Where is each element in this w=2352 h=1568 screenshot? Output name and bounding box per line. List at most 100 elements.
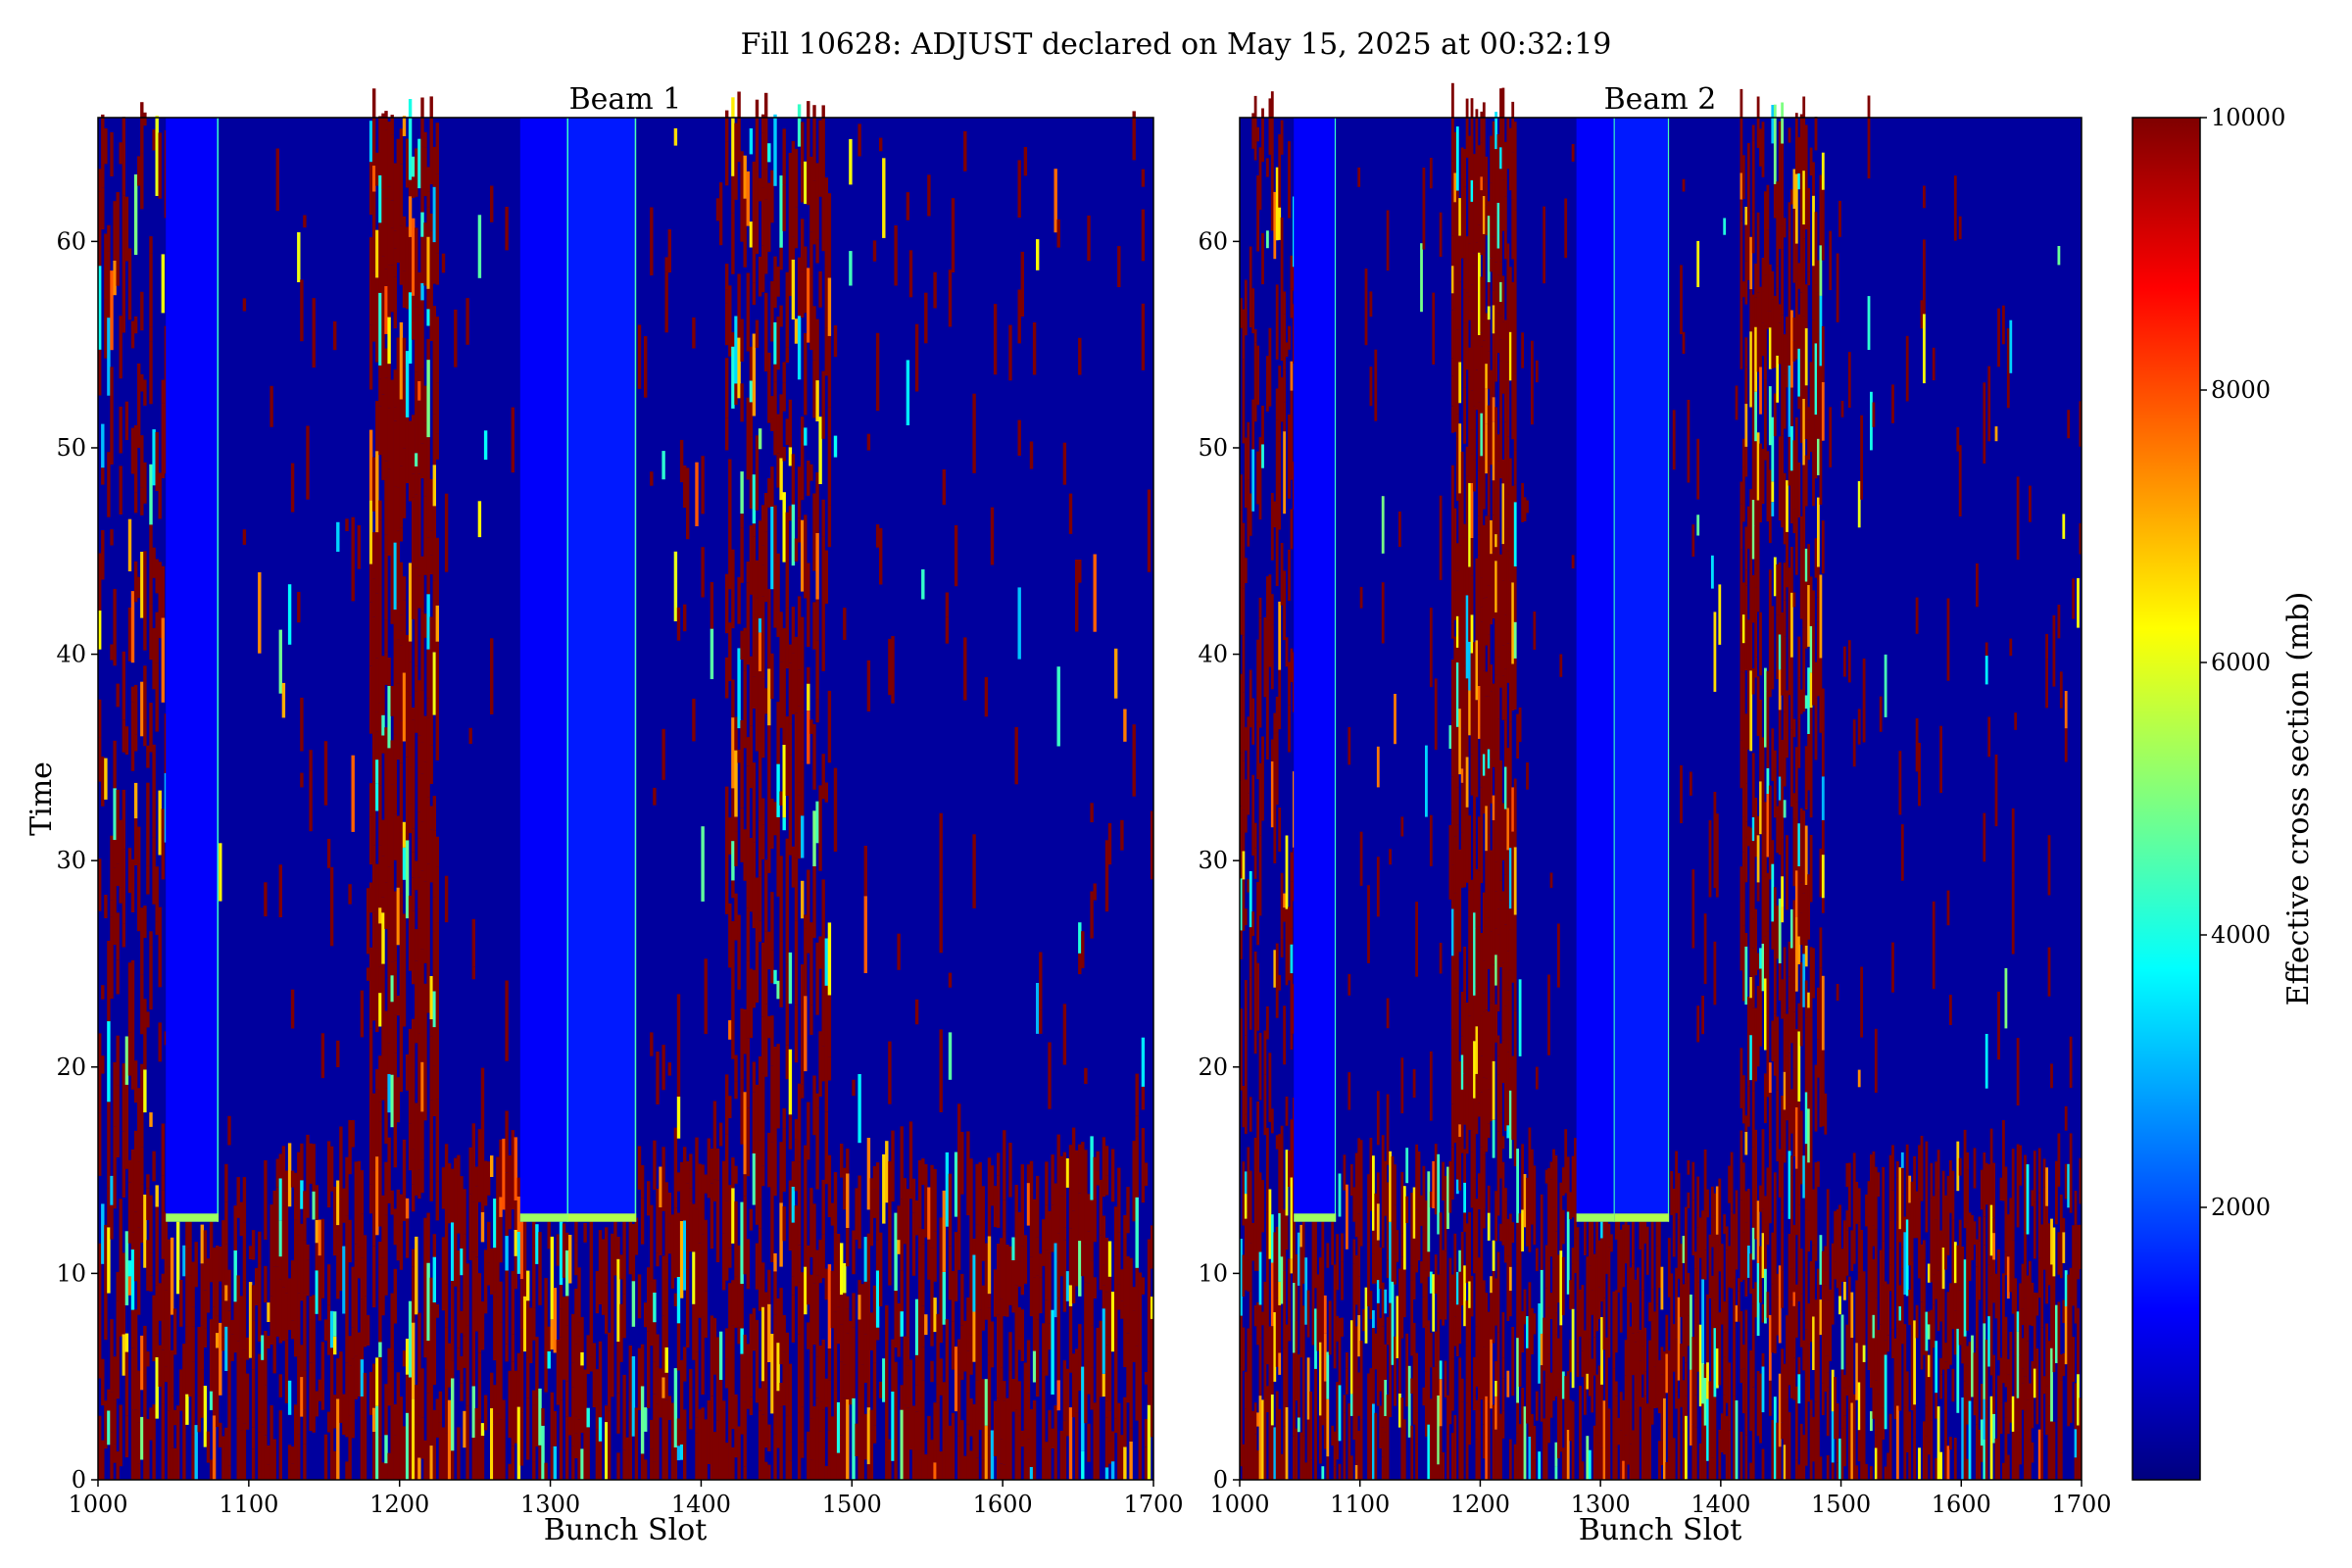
heatmap-cell: [1807, 1344, 1810, 1402]
heatmap-cell: [1807, 770, 1810, 791]
heatmap-cell: [423, 826, 427, 882]
heatmap-cell: [1516, 1433, 1519, 1480]
heatmap-cell: [1427, 1402, 1431, 1425]
heatmap-cell: [375, 532, 379, 593]
heatmap-cell: [866, 1464, 871, 1480]
heatmap-cell: [203, 1386, 208, 1447]
heatmap-cell: [1506, 904, 1510, 952]
heatmap-cell: [1458, 545, 1462, 628]
heatmap-cell: [511, 1446, 514, 1480]
heatmap-cell: [490, 1248, 494, 1295]
heatmap-cell: [1781, 1211, 1784, 1271]
heatmap-cell: [1814, 1401, 1818, 1480]
heatmap-cell: [1576, 1260, 1580, 1312]
heatmap-cell: [393, 420, 397, 487]
heatmap-cell: [1458, 1250, 1462, 1272]
heatmap-cell: [519, 1329, 524, 1413]
heatmap-cell: [987, 1307, 992, 1354]
heatmap-cell: [1708, 820, 1712, 898]
heatmap-cell: [746, 765, 750, 838]
heatmap-cell: [1087, 1317, 1091, 1362]
heatmap-cell: [662, 1147, 665, 1211]
heatmap-cell: [1788, 1053, 1791, 1104]
heatmap-cell: [1496, 908, 1500, 935]
heatmap-cell: [124, 1231, 129, 1305]
heatmap-cell: [1280, 217, 1284, 279]
heatmap-cell: [1096, 1343, 1100, 1423]
heatmap-cell: [755, 664, 760, 687]
heatmap-cell: [776, 453, 780, 488]
heatmap-cell: [167, 1433, 172, 1480]
heatmap-cell: [1799, 1423, 1803, 1480]
heatmap-cell: [788, 1114, 793, 1150]
heatmap-cell: [1746, 997, 1750, 1054]
heatmap-cell: [559, 1337, 564, 1400]
heatmap-cell: [116, 1451, 120, 1480]
heatmap-cell: [303, 1240, 307, 1294]
heatmap-cell: [812, 180, 816, 245]
heatmap-cell: [278, 1279, 282, 1344]
heatmap-cell: [1703, 1149, 1707, 1211]
heatmap-cell: [1460, 1054, 1464, 1090]
heatmap-cell: [1150, 1396, 1154, 1438]
heatmap-cell: [124, 196, 129, 262]
heatmap-cell: [767, 1132, 771, 1188]
heatmap-cell: [1240, 1315, 1243, 1367]
heatmap-cell: [758, 741, 762, 821]
heatmap-cell: [1607, 1408, 1611, 1480]
heatmap-cell: [1730, 1211, 1734, 1289]
heatmap-cell: [544, 1355, 548, 1393]
heatmap-cell: [782, 362, 786, 383]
heatmap-cell: [1802, 627, 1806, 712]
heatmap-cell: [776, 553, 780, 637]
heatmap-cell: [511, 1270, 514, 1335]
heatmap-cell: [1566, 1156, 1570, 1212]
heatmap-cell: [133, 561, 138, 603]
heatmap-cell: [432, 1065, 436, 1116]
heatmap-cell: [98, 1415, 102, 1480]
heatmap-cell: [149, 931, 153, 946]
heatmap-cell: [701, 1251, 705, 1317]
heatmap-cell: [731, 1001, 735, 1059]
heatmap-cell: [1253, 1304, 1257, 1327]
heatmap-cell: [1008, 1246, 1012, 1305]
heatmap-cell: [1278, 1134, 1282, 1188]
heatmap-cell: [381, 735, 385, 754]
heatmap-cell: [1605, 1337, 1608, 1359]
heatmap-cell: [140, 435, 144, 470]
heatmap-cell: [761, 1414, 765, 1480]
heatmap-cell: [737, 577, 741, 591]
heatmap-cell: [1850, 1402, 1854, 1480]
heatmap-cell: [743, 1377, 747, 1402]
heatmap-cell: [1278, 1409, 1282, 1480]
heatmap-cell: [801, 122, 805, 203]
heatmap-cell: [1776, 1016, 1780, 1091]
heatmap-cell: [1648, 1460, 1651, 1480]
heatmap-cell: [1468, 890, 1471, 917]
heatmap-cell: [752, 1307, 757, 1351]
heatmap-cell: [1751, 668, 1755, 695]
heatmap-cell: [821, 370, 825, 439]
heatmap-cell: [1480, 706, 1484, 727]
heatmap-cell: [1579, 1442, 1582, 1480]
heatmap-cell: [426, 1262, 430, 1341]
heatmap-cell: [1781, 667, 1784, 696]
heatmap-cell: [664, 1263, 668, 1280]
heatmap-cell: [1309, 1391, 1312, 1460]
heatmap-cell: [1107, 1441, 1112, 1464]
heatmap-cell: [248, 1246, 253, 1259]
heatmap-cell: [514, 1370, 517, 1444]
heatmap-cell: [242, 1239, 247, 1281]
heatmap-cell: [1090, 1260, 1094, 1277]
heatmap-cell: [1511, 831, 1515, 901]
heatmap-cell: [182, 1344, 186, 1412]
heatmap-cell: [417, 138, 421, 189]
heatmap-cell: [1698, 1443, 1702, 1480]
heatmap-cell: [613, 1214, 617, 1276]
heatmap-cell: [119, 142, 122, 165]
heatmap-cell: [251, 1285, 256, 1321]
heatmap-cell: [146, 865, 150, 895]
heatmap-cell: [1090, 1136, 1094, 1200]
heatmap-cell: [216, 1245, 220, 1316]
heatmap-cell: [368, 564, 373, 603]
